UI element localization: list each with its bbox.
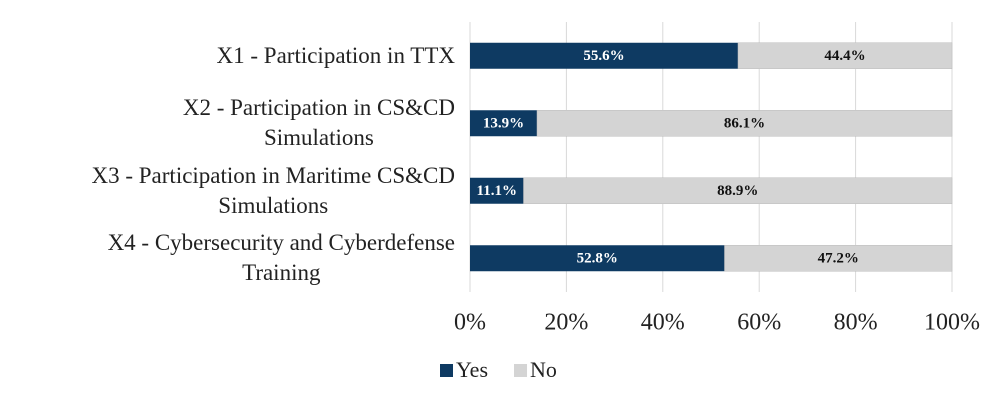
bar-segment xyxy=(523,177,953,204)
x-tick-label: 0% xyxy=(454,310,486,336)
category-label: X3 - Participation in Maritime CS&CD Sim… xyxy=(91,162,456,218)
category-label: X1 - Participation in TTX xyxy=(216,42,455,68)
bar-segment xyxy=(470,110,537,137)
value-label: 55.6% xyxy=(583,48,624,64)
bar-segment xyxy=(724,245,953,272)
x-tick-label: 40% xyxy=(641,310,685,336)
bar-segment xyxy=(470,42,738,69)
bar-segment xyxy=(536,110,953,137)
category-label: X2 - Participation in CS&CD Simulations xyxy=(182,95,455,151)
value-label: 52.8% xyxy=(577,251,618,267)
value-label: 47.2% xyxy=(818,251,859,267)
value-label: 11.1% xyxy=(477,183,517,199)
value-label: 88.9% xyxy=(717,183,758,199)
bar-segment xyxy=(470,177,524,204)
legend-swatch xyxy=(440,364,453,377)
bar-segment xyxy=(737,42,953,69)
x-tick-label: 60% xyxy=(737,310,781,336)
category-label: X4 - Cybersecurity and Cyberdefense Trai… xyxy=(107,230,455,286)
legend-swatch xyxy=(514,364,528,377)
x-tick-label: 100% xyxy=(924,310,980,336)
bar-segment xyxy=(470,245,725,272)
x-tick-label: 20% xyxy=(544,310,588,336)
value-label: 86.1% xyxy=(724,116,765,132)
legend-label: No xyxy=(530,357,557,382)
value-label: 44.4% xyxy=(824,48,865,64)
legend-label: Yes xyxy=(456,357,488,382)
value-label: 13.9% xyxy=(483,116,524,132)
x-tick-label: 80% xyxy=(834,310,878,336)
